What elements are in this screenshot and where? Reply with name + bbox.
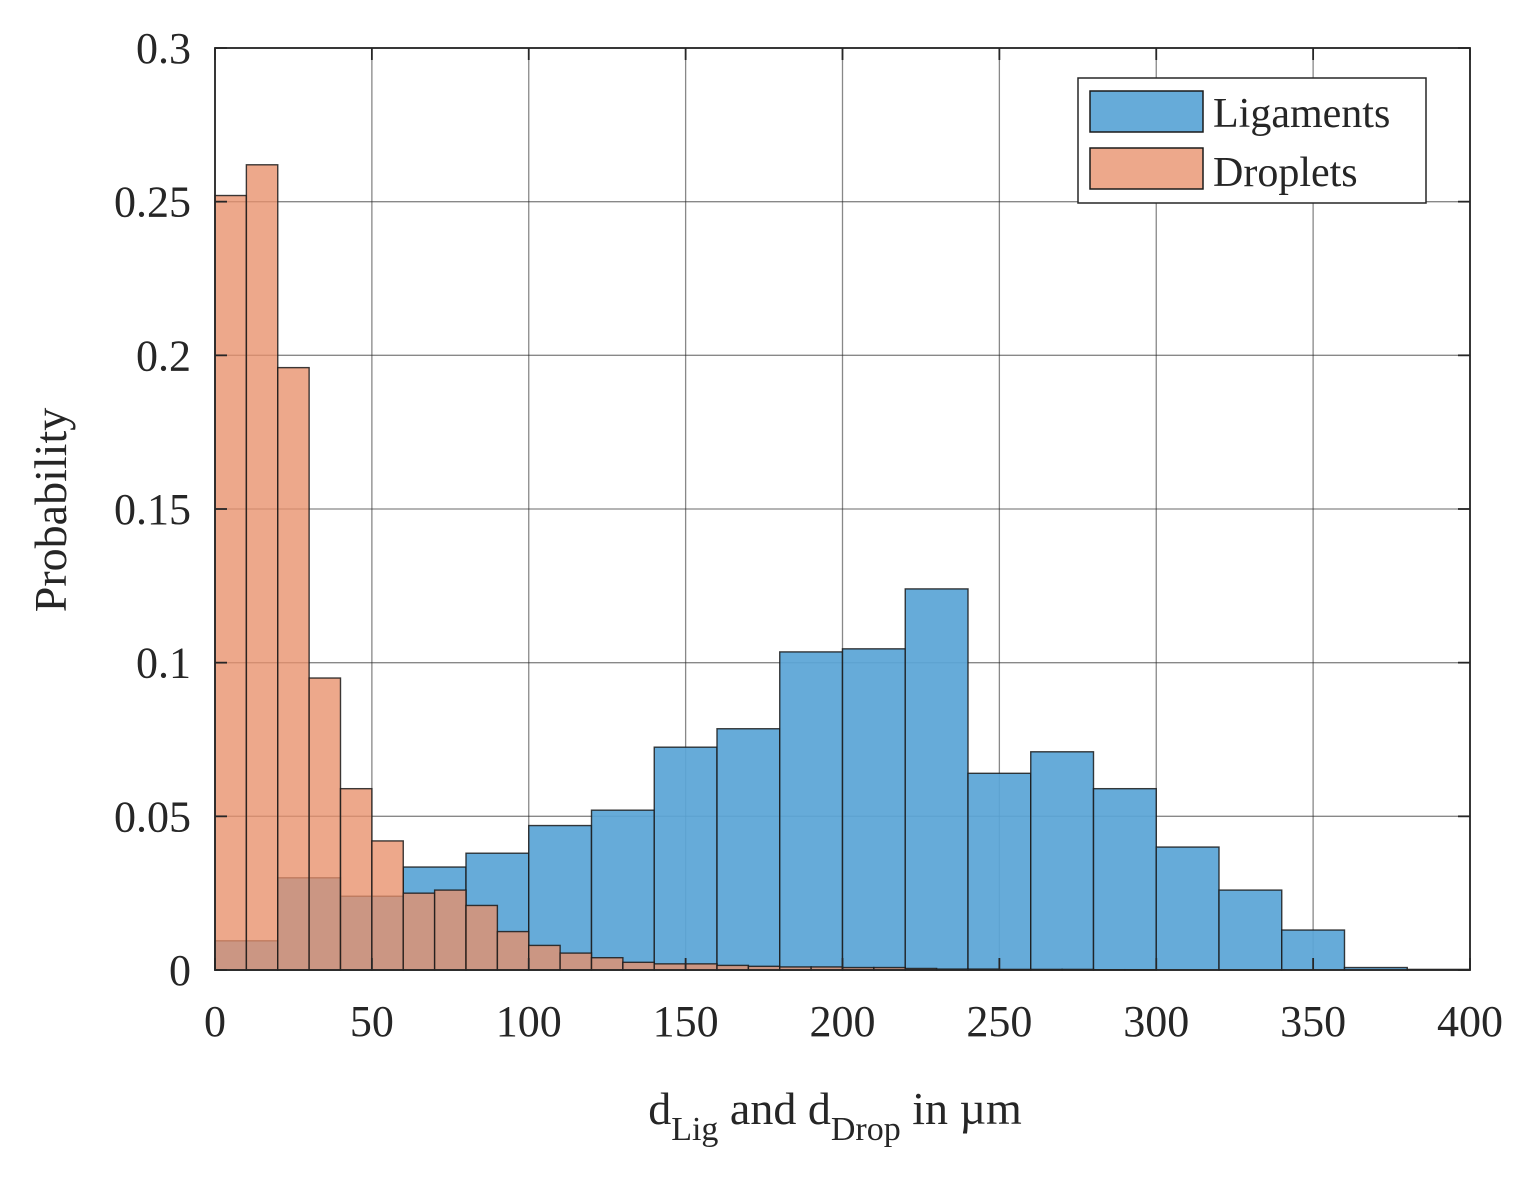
bar-droplets-4 <box>341 789 372 970</box>
y-tick-label-1: 0.05 <box>114 792 191 841</box>
bar-ligaments-6 <box>592 810 655 970</box>
bar-droplets-3 <box>309 678 340 970</box>
x-tick-label-8: 400 <box>1437 997 1503 1046</box>
x-axis-title-sub-lig: Lig <box>671 1111 718 1148</box>
x-axis-title-d1: d <box>648 1083 671 1134</box>
bar-ligaments-12 <box>968 773 1031 970</box>
bar-droplets-6 <box>403 893 434 970</box>
x-axis-title-end: in µm <box>901 1083 1022 1134</box>
x-axis-title-sub-drop: Drop <box>831 1111 901 1148</box>
x-tick-label-3: 150 <box>653 997 719 1046</box>
y-tick-label-2: 0.1 <box>136 639 191 688</box>
bar-droplets-9 <box>497 932 528 970</box>
bar-ligaments-14 <box>1094 789 1157 970</box>
y-axis-title: Probability <box>25 408 76 612</box>
bar-ligaments-11 <box>905 589 968 970</box>
x-tick-label-0: 0 <box>204 997 226 1046</box>
bar-ligaments-13 <box>1031 752 1094 970</box>
bar-droplets-8 <box>466 905 497 970</box>
y-tick-label-4: 0.2 <box>136 331 191 380</box>
bar-droplets-11 <box>560 953 591 970</box>
bar-droplets-1 <box>246 165 277 970</box>
bar-droplets-13 <box>623 962 654 970</box>
bar-droplets-10 <box>529 945 560 970</box>
x-axis-title-mid: and d <box>718 1083 830 1134</box>
x-tick-label-4: 200 <box>810 997 876 1046</box>
x-tick-label-2: 100 <box>496 997 562 1046</box>
bar-droplets-12 <box>592 958 623 970</box>
bar-ligaments-15 <box>1156 847 1219 970</box>
y-tick-label-6: 0.3 <box>136 24 191 73</box>
legend: Ligaments Droplets <box>1078 78 1426 203</box>
bar-ligaments-8 <box>717 729 780 970</box>
legend-label-ligaments: Ligaments <box>1213 91 1390 137</box>
x-tick-label-1: 50 <box>350 997 394 1046</box>
bar-droplets-0 <box>215 196 246 970</box>
x-tick-label-6: 300 <box>1123 997 1189 1046</box>
bar-ligaments-10 <box>843 649 906 970</box>
y-tick-label-0: 0 <box>169 946 191 995</box>
bar-droplets-14 <box>654 964 685 970</box>
legend-swatch-droplets <box>1090 148 1203 189</box>
x-tick-label-7: 350 <box>1280 997 1346 1046</box>
legend-swatch-ligaments <box>1090 91 1203 132</box>
x-tick-label-5: 250 <box>966 997 1032 1046</box>
bar-droplets-7 <box>435 890 466 970</box>
bar-droplets-15 <box>686 964 717 970</box>
y-tick-label-3: 0.15 <box>114 485 191 534</box>
bar-ligaments-9 <box>780 652 843 970</box>
bar-droplets-5 <box>372 841 403 970</box>
bar-ligaments-7 <box>654 747 717 970</box>
y-tick-label-5: 0.25 <box>114 178 191 227</box>
legend-label-droplets: Droplets <box>1213 150 1358 196</box>
bar-ligaments-16 <box>1219 890 1282 970</box>
bar-droplets-2 <box>278 368 309 970</box>
